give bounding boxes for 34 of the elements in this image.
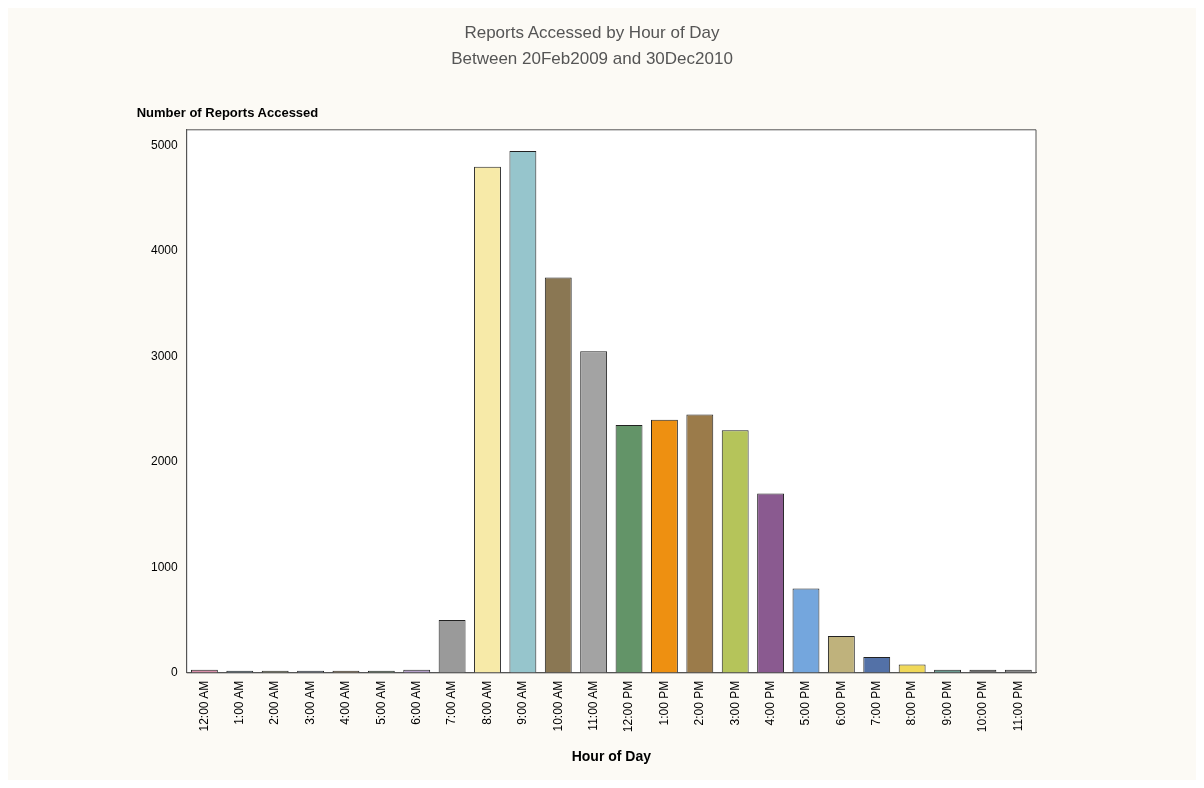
- x-tick-label: 10:00 AM: [550, 680, 565, 732]
- x-tick-label: 1:00 PM: [656, 680, 671, 726]
- y-tick-label: 5000: [150, 137, 179, 152]
- chart-subtitle: Between 20Feb2009 and 30Dec2010: [451, 49, 733, 69]
- x-tick-label: 7:00 AM: [444, 680, 459, 725]
- y-tick-label: 3000: [150, 348, 179, 363]
- x-tick-label: 9:00 PM: [939, 680, 954, 726]
- x-tick-label: 12:00 AM: [196, 680, 211, 732]
- y-tick-label: 4000: [150, 243, 179, 258]
- x-tick-label: 4:00 PM: [762, 680, 777, 726]
- x-tick-label: 11:00 PM: [1010, 680, 1025, 732]
- x-tick-label: 9:00 AM: [515, 680, 530, 725]
- y-tick-label: 0: [171, 665, 179, 680]
- x-tick-label: 6:00 PM: [833, 680, 848, 726]
- x-axis-title: Hour of Day: [571, 748, 652, 765]
- x-tick-label: 3:00 PM: [727, 680, 742, 726]
- x-tick-label: 4:00 AM: [338, 680, 353, 725]
- x-tick-label: 12:00 PM: [621, 680, 636, 733]
- x-tick-label: 2:00 AM: [267, 680, 282, 725]
- x-tick-label: 8:00 AM: [479, 680, 494, 725]
- x-tick-label: 1:00 AM: [232, 680, 247, 725]
- x-tick-label: 3:00 AM: [302, 680, 317, 725]
- x-tick-label: 7:00 PM: [869, 680, 884, 726]
- chart-title: Reports Accessed by Hour of Day: [464, 22, 721, 42]
- y-tick-label: 1000: [150, 559, 179, 574]
- x-tick-label: 11:00 AM: [585, 680, 600, 731]
- x-tick-label: 6:00 AM: [409, 680, 424, 725]
- x-tick-label: 2:00 PM: [692, 680, 707, 726]
- y-axis-title: Number of Reports Accessed: [136, 104, 319, 120]
- x-tick-label: 8:00 PM: [904, 680, 919, 726]
- x-tick-label: 5:00 AM: [373, 680, 388, 725]
- x-tick-label: 10:00 PM: [975, 680, 990, 733]
- x-tick-label: 5:00 PM: [798, 680, 813, 726]
- y-tick-label: 2000: [150, 454, 179, 469]
